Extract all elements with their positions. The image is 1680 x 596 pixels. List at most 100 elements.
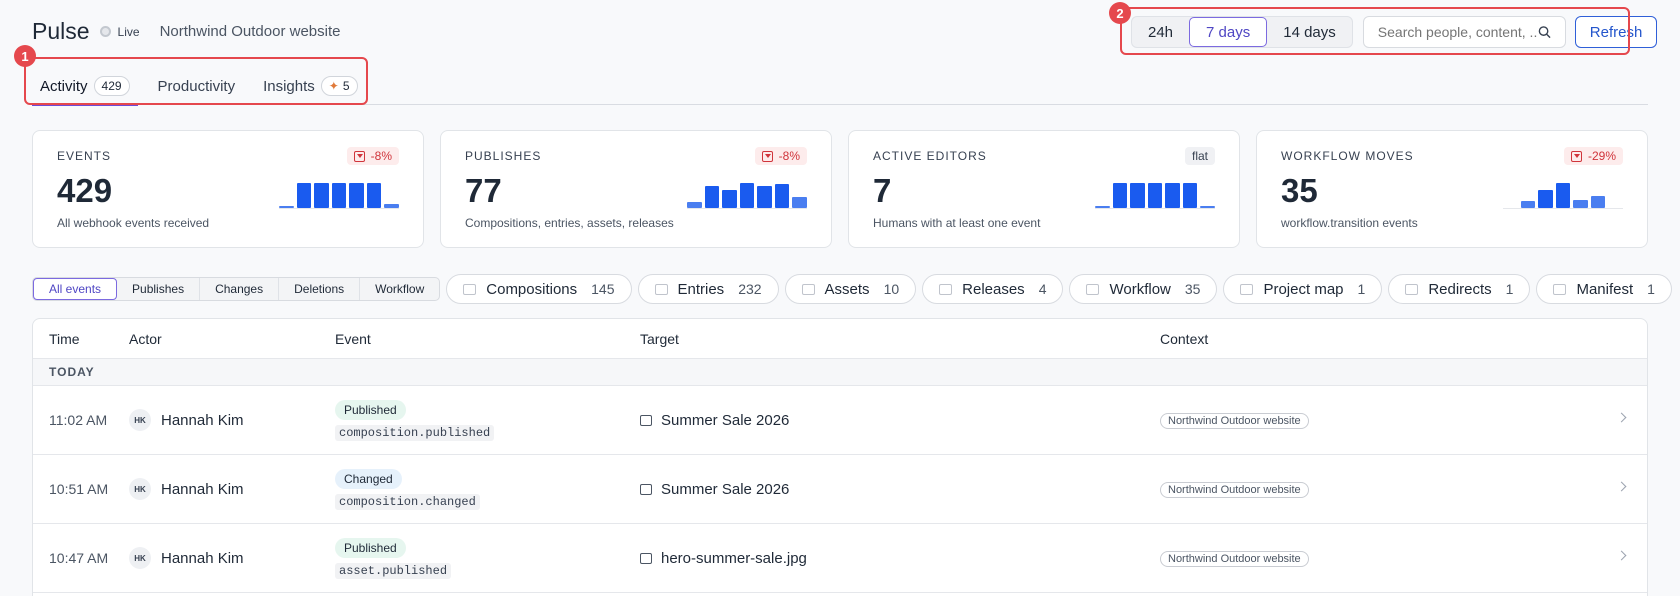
event-code: composition.published bbox=[335, 424, 495, 441]
range-7-days-button[interactable]: 7 days bbox=[1189, 17, 1268, 47]
trend-down-icon bbox=[1570, 150, 1582, 162]
stat-label: PUBLISHES bbox=[465, 149, 542, 163]
redirect-icon bbox=[1405, 283, 1419, 295]
tab-label: Activity bbox=[40, 77, 88, 95]
sparkline-bar bbox=[687, 202, 702, 208]
chip-count: 145 bbox=[591, 281, 615, 297]
sparkline-chart bbox=[1095, 179, 1216, 209]
column-header-target[interactable]: Target bbox=[640, 330, 679, 347]
target-name: hero-summer-sale.jpg bbox=[661, 549, 807, 567]
tab-insights[interactable]: Insights ✦ 5 bbox=[255, 68, 365, 104]
chip-workflow[interactable]: Workflow 35 bbox=[1069, 274, 1218, 304]
stat-card-active-editors: ACTIVE EDITORS 7 Humans with at least on… bbox=[848, 130, 1240, 248]
avatar: HK bbox=[129, 409, 151, 431]
table-row[interactable]: 10:47 AM HK Hannah Kim Published asset.pub… bbox=[33, 524, 1647, 593]
site-name: Northwind Outdoor website bbox=[159, 23, 341, 40]
stat-card-events: EVENTS 429 All webhook events received -… bbox=[32, 130, 424, 248]
event-badge: Changed bbox=[335, 468, 402, 489]
stat-label: ACTIVE EDITORS bbox=[873, 149, 987, 163]
tab-count-badge: ✦ 5 bbox=[320, 76, 358, 96]
activity-table: Time Actor Event Target Context TODAY 11… bbox=[32, 318, 1648, 596]
stat-label: WORKFLOW MOVES bbox=[1281, 149, 1414, 163]
trend-value: flat bbox=[1191, 149, 1208, 163]
sparkline-bar bbox=[1555, 183, 1571, 208]
search-input[interactable] bbox=[1377, 24, 1538, 40]
chip-assets[interactable]: Assets 10 bbox=[784, 274, 917, 304]
stat-value: 429 bbox=[57, 172, 113, 209]
target-name: Summer Sale 2026 bbox=[661, 480, 790, 498]
sparkline-bar bbox=[1147, 182, 1163, 208]
sparkline-bar bbox=[279, 206, 294, 208]
filter-publishes[interactable]: Publishes bbox=[117, 278, 201, 300]
row-target: hero-summer-sale.jpg bbox=[640, 550, 1160, 567]
sparkline-chart bbox=[687, 179, 808, 209]
chip-redirects[interactable]: Redirects 1 bbox=[1388, 274, 1531, 304]
flag-icon bbox=[1553, 283, 1567, 295]
annotation-box-1 bbox=[24, 57, 368, 105]
chip-releases[interactable]: Releases 4 bbox=[922, 274, 1064, 304]
tabs-divider bbox=[32, 104, 1648, 105]
trend-badge: flat bbox=[1184, 147, 1215, 165]
sparkline-bar bbox=[384, 203, 400, 208]
sparkline-bar bbox=[704, 186, 720, 208]
chip-project-map[interactable]: Project map 1 bbox=[1223, 274, 1383, 304]
row-time: 11:02 AM bbox=[49, 412, 108, 428]
actor-name: Hannah Kim bbox=[161, 411, 244, 429]
trend-badge: -29% bbox=[1563, 147, 1623, 165]
stat-description: Humans with at least one event bbox=[873, 216, 1041, 230]
chip-label: Redirects bbox=[1428, 280, 1492, 298]
trend-down-icon bbox=[353, 150, 365, 162]
row-actor: HK Hannah Kim bbox=[129, 409, 335, 431]
stat-value: 35 bbox=[1281, 172, 1318, 209]
tab-label: Productivity bbox=[157, 77, 236, 95]
range-14-days-button[interactable]: 14 days bbox=[1283, 23, 1336, 41]
trend-value: -8% bbox=[370, 149, 392, 163]
row-event: Changed composition.changed bbox=[335, 468, 640, 510]
stat-label: EVENTS bbox=[57, 149, 112, 163]
search-box bbox=[1362, 16, 1566, 48]
sparkline-bar bbox=[1112, 182, 1128, 208]
filter-deletions[interactable]: Deletions bbox=[279, 278, 361, 300]
chip-count: 1 bbox=[1647, 281, 1655, 297]
sparkline-bar bbox=[774, 184, 790, 208]
stat-description: All webhook events received bbox=[57, 216, 210, 230]
row-time: 10:47 AM bbox=[49, 550, 109, 566]
column-header-event[interactable]: Event bbox=[335, 330, 371, 347]
chip-count: 10 bbox=[883, 281, 900, 297]
sparkline-bar bbox=[1590, 196, 1606, 208]
row-actor: HK Hannah Kim bbox=[129, 547, 335, 569]
search-icon bbox=[1538, 26, 1551, 39]
tab-productivity[interactable]: Productivity bbox=[150, 68, 244, 104]
chip-compositions[interactable]: Compositions 145 bbox=[446, 274, 632, 304]
file-icon bbox=[801, 283, 815, 295]
range-24h-button[interactable]: 24h bbox=[1148, 23, 1174, 41]
time-range-selector: 24h 7 days 14 days bbox=[1131, 16, 1353, 48]
chip-count: 35 bbox=[1184, 281, 1201, 297]
target-name: Summer Sale 2026 bbox=[661, 411, 790, 429]
table-row[interactable]: 11:02 AM HK Hannah Kim Published compositi… bbox=[33, 386, 1647, 455]
chip-label: Workflow bbox=[1109, 280, 1171, 298]
column-header-actor[interactable]: Actor bbox=[129, 330, 162, 347]
chip-label: Compositions bbox=[486, 280, 578, 298]
column-header-context[interactable]: Context bbox=[1160, 330, 1209, 347]
stat-value: 77 bbox=[465, 172, 502, 209]
filter-all-events[interactable]: All events bbox=[33, 278, 118, 300]
sparkline-bar bbox=[1573, 199, 1588, 208]
chip-entries[interactable]: Entries 232 bbox=[637, 274, 779, 304]
chip-label: Releases bbox=[962, 280, 1025, 298]
trend-badge: -8% bbox=[754, 147, 807, 165]
column-header-time[interactable]: Time bbox=[49, 330, 80, 347]
chip-count: 1 bbox=[1505, 281, 1514, 297]
tab-activity[interactable]: Activity 429 bbox=[32, 68, 138, 106]
table-row[interactable]: 10:51 AM HK Hannah Kim Changed composition… bbox=[33, 455, 1647, 524]
composition-icon bbox=[463, 283, 477, 295]
chip-count: 1 bbox=[1357, 281, 1366, 297]
sparkline-bar bbox=[331, 182, 347, 208]
filter-workflow[interactable]: Workflow bbox=[375, 282, 425, 296]
sparkline-chart bbox=[1503, 179, 1623, 209]
row-time: 10:51 AM bbox=[49, 481, 109, 497]
chip-manifest[interactable]: Manifest 1 bbox=[1536, 274, 1672, 304]
filter-changes[interactable]: Changes bbox=[200, 278, 280, 300]
table-header: Time Actor Event Target Context bbox=[33, 319, 1647, 359]
sitemap-icon bbox=[1240, 283, 1254, 295]
